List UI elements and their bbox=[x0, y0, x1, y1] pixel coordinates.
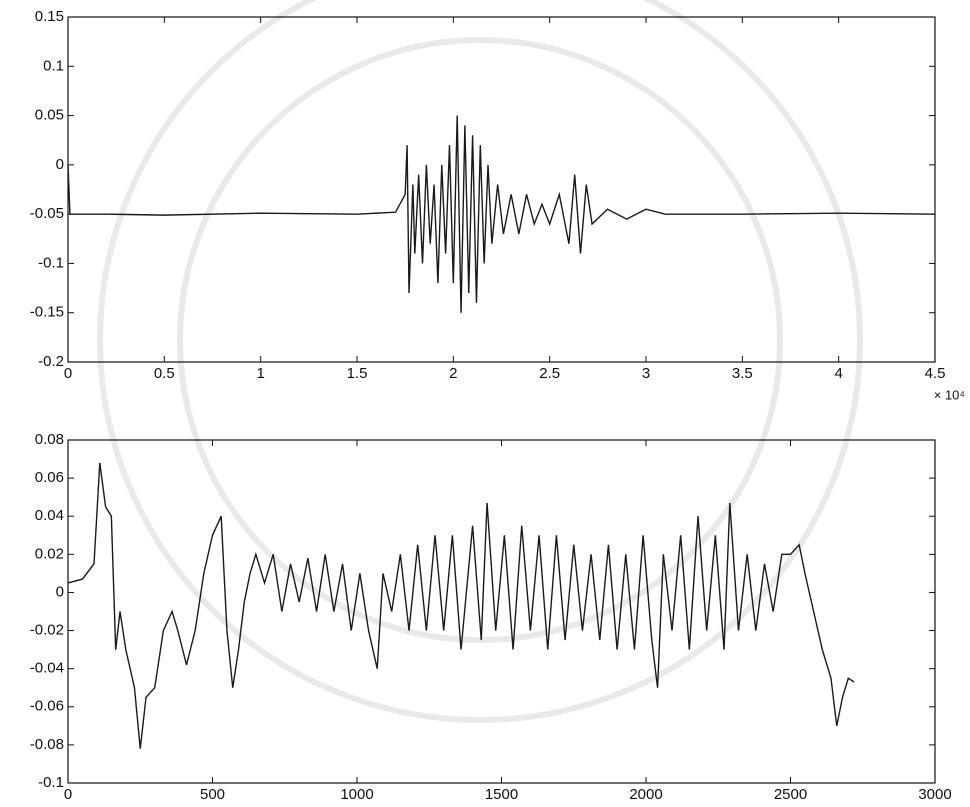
x-tick-label: 2.5 bbox=[539, 365, 560, 382]
x-tick-label: 1 bbox=[256, 365, 264, 382]
x-tick-label: 4.5 bbox=[925, 365, 946, 382]
y-tick-label: 0.05 bbox=[35, 107, 64, 124]
y-tick-label: 0.02 bbox=[35, 545, 64, 562]
x-tick-label: 2 bbox=[449, 365, 457, 382]
x-tick-label: 2500 bbox=[774, 786, 807, 802]
x-tick-label: 3000 bbox=[918, 786, 951, 802]
x-tick-label: 0 bbox=[64, 786, 72, 802]
x-tick-label: 3 bbox=[642, 365, 650, 382]
y-tick-label: -0.06 bbox=[30, 698, 64, 715]
y-tick-label: 0.04 bbox=[35, 507, 64, 524]
y-tick-label: -0.08 bbox=[30, 736, 64, 753]
plot-area bbox=[67, 16, 936, 363]
y-tick-label: 0 bbox=[56, 156, 64, 173]
y-tick-label: -0.04 bbox=[30, 660, 64, 677]
y-tick-label: -0.1 bbox=[38, 254, 64, 271]
x-tick-label: 500 bbox=[200, 786, 225, 802]
x-tick-label: 1.5 bbox=[347, 365, 368, 382]
x-tick-label: 1500 bbox=[485, 786, 518, 802]
y-tick-label: -0.2 bbox=[38, 353, 64, 370]
x-tick-label: 3.5 bbox=[732, 365, 753, 382]
y-tick-label: -0.15 bbox=[30, 304, 64, 321]
y-tick-label: -0.02 bbox=[30, 622, 64, 639]
watermark bbox=[97, 0, 863, 723]
x-tick-label: 1000 bbox=[340, 786, 373, 802]
x-tick-label: 4 bbox=[834, 365, 842, 382]
y-tick-label: 0.06 bbox=[35, 469, 64, 486]
y-tick-label: -0.1 bbox=[38, 774, 64, 791]
x-tick-label: 0 bbox=[64, 365, 72, 382]
y-tick-label: -0.05 bbox=[30, 205, 64, 222]
y-tick-label: 0.15 bbox=[35, 8, 64, 25]
y-tick-label: 0.08 bbox=[35, 431, 64, 448]
data-line bbox=[67, 462, 855, 749]
x-multiplier: × 10⁴ bbox=[934, 387, 965, 402]
y-tick-label: 0 bbox=[56, 583, 64, 600]
y-tick-label: 0.1 bbox=[43, 57, 64, 74]
data-line bbox=[67, 115, 936, 313]
x-tick-label: 2000 bbox=[629, 786, 662, 802]
x-tick-label: 0.5 bbox=[154, 365, 175, 382]
